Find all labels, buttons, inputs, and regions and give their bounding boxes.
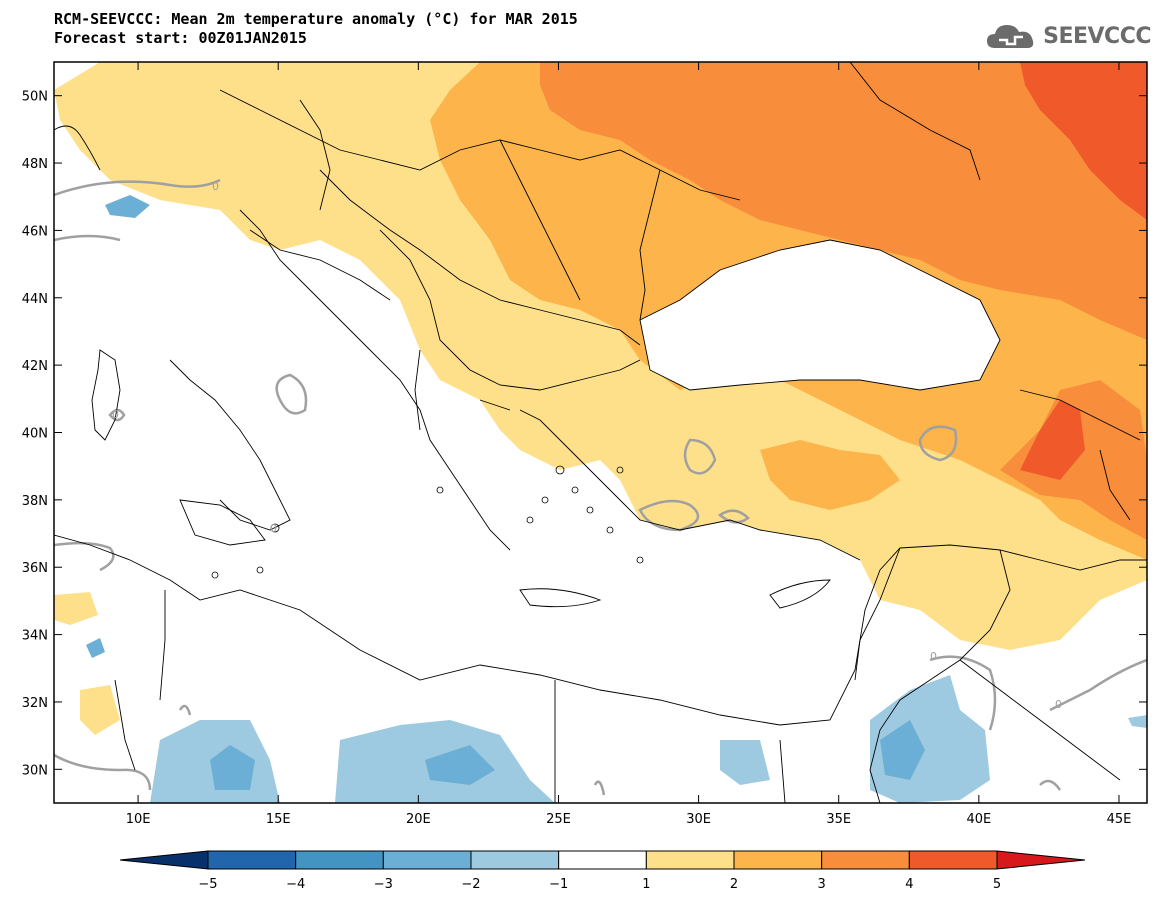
lat-tick-label: 46N: [22, 224, 48, 239]
anomaly-region-warm-3: [540, 62, 1147, 340]
lat-tick-label: 34N: [22, 629, 48, 644]
axis-ticks: 10E 15E 20E 25E 30E 35E 40E 45E 50N 48N 46N 44N 42N 4…: [22, 62, 1147, 827]
colorbar-label: 1: [642, 877, 650, 892]
colorbar-label: 3: [818, 877, 826, 892]
contour-label-alps: 0: [212, 180, 219, 193]
colorbar-arrow-left: [119, 850, 209, 870]
colorbar-box: [207, 850, 297, 870]
anomaly-region-cool-sinai: [720, 740, 770, 785]
colorbar-box: [821, 850, 910, 870]
anomaly-region-warm-africa: [80, 685, 120, 735]
map-area: 0 0 0 0 0: [54, 62, 1147, 803]
title-line-1: RCM-SEEVCCC: Mean 2m temperature anomaly…: [54, 10, 578, 28]
cloud-icon: [987, 25, 1034, 48]
anomaly-region-cool-libya-2: [210, 745, 255, 790]
lat-tick-label: 36N: [22, 561, 48, 576]
anomaly-region-cool-arabia-2: [880, 720, 925, 780]
lon-tick-label: 40E: [966, 812, 991, 827]
contour-label-sicily: 0: [270, 522, 277, 535]
contour-label-iraq: 0: [1055, 698, 1062, 711]
chart-title: RCM-SEEVCCC: Mean 2m temperature anomaly…: [54, 10, 578, 48]
lat-tick-label: 30N: [22, 763, 48, 778]
seevccc-logo: SEEVCCC: [985, 20, 1151, 52]
zero-contours: [54, 178, 1147, 796]
lat-tick-label: 42N: [22, 359, 48, 374]
colorbar-box: [558, 850, 647, 870]
colorbar-box: [645, 850, 735, 870]
country-borders: [54, 62, 1147, 803]
anomaly-region-cool-egypt-2: [425, 745, 495, 785]
lat-tick-label: 32N: [22, 696, 48, 711]
title-line-2: Forecast start: 00Z01JAN2015: [54, 29, 307, 47]
colorbar-label: 4: [905, 877, 913, 892]
aegean-islands: [211, 465, 644, 579]
colorbar-label: −1: [549, 877, 568, 892]
lon-tick-label: 20E: [406, 812, 431, 827]
anomaly-region-warm-4b: [1020, 400, 1085, 480]
colorbar-box: [733, 850, 823, 870]
colorbar-label: −4: [286, 877, 305, 892]
lon-tick-label: 45E: [1107, 812, 1132, 827]
colorbar-box: [382, 850, 472, 870]
anomaly-region-anatolia: [760, 440, 900, 510]
colorbar-label: −5: [198, 877, 217, 892]
anomaly-region-cool-tunisia: [86, 638, 105, 658]
colorbar-box: [908, 850, 998, 870]
anomaly-region-warm-4: [1020, 62, 1147, 220]
lon-tick-label: 15E: [266, 812, 291, 827]
anomaly-region-warm-africa-2: [54, 592, 98, 625]
lat-tick-label: 40N: [22, 427, 48, 442]
colorbar-label: −2: [461, 877, 480, 892]
colorbar-arrow-right: [996, 850, 1086, 870]
lon-tick-label: 10E: [126, 812, 151, 827]
lon-tick-label: 35E: [826, 812, 851, 827]
anomaly-region-cool-east: [1128, 715, 1147, 728]
colorbar-label: −3: [374, 877, 393, 892]
sea-black-sea: [640, 240, 1000, 390]
colorbar-label: 2: [730, 877, 738, 892]
contour-label-sardinia: 0: [112, 408, 119, 421]
lat-tick-label: 48N: [22, 157, 48, 172]
logo-text: SEEVCCC: [1043, 23, 1151, 49]
lat-tick-label: 50N: [22, 90, 48, 105]
contour-label-levant: 0: [930, 650, 937, 663]
lon-tick-label: 30E: [686, 812, 711, 827]
lat-tick-label: 44N: [22, 292, 48, 307]
lat-tick-label: 38N: [22, 494, 48, 509]
sea-mediterranean: [54, 270, 860, 740]
colorbar-box: [295, 850, 384, 870]
colorbar-box: [470, 850, 560, 870]
lon-tick-label: 25E: [546, 812, 571, 827]
colorbar: −5 −4 −3 −2 −1 1 2 3 4 5: [119, 850, 1086, 892]
anomaly-region-cool-alps: [105, 195, 150, 218]
colorbar-label: 5: [993, 877, 1001, 892]
